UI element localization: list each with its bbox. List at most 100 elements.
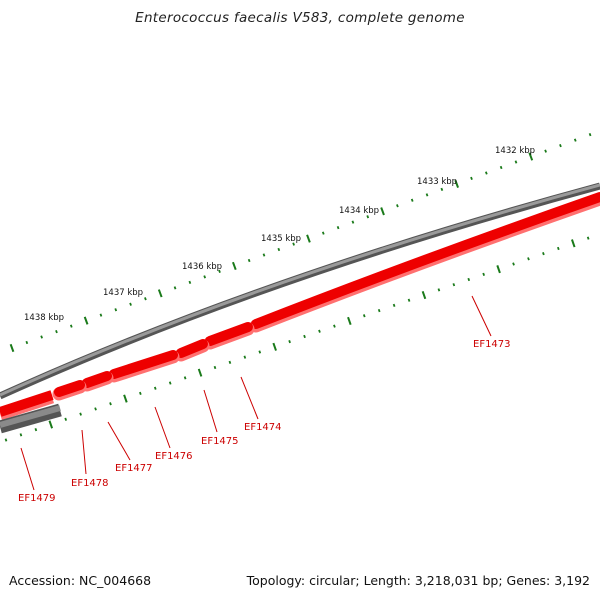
outer-major-tick	[157, 289, 163, 298]
inner-minor-tick	[243, 355, 247, 359]
outer-minor-tick	[203, 275, 207, 279]
inner-minor-tick	[94, 407, 97, 411]
gene-leader-lines	[20, 295, 492, 491]
inner-minor-tick	[512, 262, 515, 266]
outer-tick-track	[9, 133, 592, 353]
scale-label-1432: 1432 kbp	[495, 146, 535, 156]
inner-major-tick	[272, 342, 277, 351]
outer-minor-tick	[514, 160, 518, 164]
outer-minor-tick	[588, 133, 592, 137]
outer-minor-tick	[114, 308, 118, 312]
outer-minor-tick	[55, 329, 58, 334]
inner-minor-tick	[482, 272, 485, 276]
inner-minor-tick	[303, 334, 306, 339]
inner-major-tick	[421, 290, 427, 300]
outer-minor-tick	[173, 286, 177, 290]
inner-major-tick	[123, 394, 128, 403]
inner-minor-tick	[79, 412, 82, 416]
outer-minor-tick	[247, 258, 251, 263]
inner-minor-tick	[34, 428, 38, 432]
outer-minor-tick	[425, 193, 429, 197]
outer-minor-tick	[40, 335, 43, 339]
genome-backbone	[0, 182, 600, 400]
inner-minor-tick	[542, 252, 545, 256]
inner-tick-track	[4, 236, 590, 442]
outer-minor-tick	[544, 149, 547, 153]
outer-major-tick	[380, 207, 385, 216]
inner-minor-tick	[407, 298, 411, 302]
gene-label-ef1478: EF1478	[71, 478, 109, 489]
inner-minor-tick	[377, 308, 381, 313]
gene-label-ef1476: EF1476	[155, 451, 193, 462]
inner-minor-tick	[288, 340, 291, 344]
outer-major-tick	[306, 234, 311, 243]
inner-minor-tick	[213, 365, 217, 370]
inner-minor-tick	[318, 329, 321, 333]
outer-minor-tick	[129, 302, 132, 306]
scale-label-1435: 1435 kbp	[261, 234, 301, 244]
inner-minor-tick	[139, 391, 142, 396]
outer-minor-tick	[559, 143, 562, 148]
genome-summary: Topology: circular; Length: 3,218,031 bp…	[246, 573, 590, 588]
inner-minor-tick	[258, 350, 262, 354]
inner-minor-tick	[527, 257, 530, 261]
outer-minor-tick	[440, 187, 444, 191]
outer-minor-tick	[336, 226, 340, 230]
inner-minor-tick	[153, 386, 157, 390]
outer-major-tick	[454, 179, 460, 188]
outer-minor-tick	[351, 220, 355, 224]
gene-label-ef1479: EF1479	[18, 493, 56, 504]
inner-minor-tick	[557, 246, 560, 251]
outer-major-tick	[9, 343, 15, 353]
gene-label-ef1473: EF1473	[473, 339, 511, 350]
scale-label-1438: 1438 kbp	[24, 313, 64, 323]
inner-minor-tick	[586, 236, 590, 240]
inner-major-tick	[48, 420, 54, 429]
inner-minor-tick	[64, 417, 68, 421]
outer-minor-tick	[69, 324, 73, 328]
inner-major-tick	[347, 316, 352, 326]
inner-minor-tick	[467, 277, 471, 282]
outer-minor-tick	[470, 176, 473, 181]
outer-minor-tick	[262, 253, 266, 257]
inner-major-tick	[197, 368, 203, 377]
outer-minor-tick	[218, 269, 221, 274]
scale-label-1434: 1434 kbp	[339, 206, 379, 216]
outer-minor-tick	[366, 215, 370, 219]
inner-minor-tick	[228, 360, 232, 364]
outer-minor-tick	[277, 247, 281, 252]
gene-label-ef1477: EF1477	[115, 463, 153, 474]
outer-minor-tick	[292, 242, 295, 246]
outer-minor-tick	[188, 280, 192, 284]
outer-minor-tick	[99, 313, 103, 317]
outer-minor-tick	[499, 165, 503, 170]
outer-minor-tick	[485, 171, 488, 175]
inner-minor-tick	[362, 314, 366, 318]
outer-major-tick	[232, 261, 237, 271]
outer-minor-tick	[396, 204, 399, 208]
inner-minor-tick	[452, 283, 456, 287]
outer-minor-tick	[144, 297, 147, 301]
inner-minor-tick	[109, 402, 112, 406]
scale-label-1433: 1433 kbp	[417, 177, 457, 187]
scale-label-1436: 1436 kbp	[182, 262, 222, 272]
inner-minor-tick	[168, 381, 172, 385]
inner-minor-tick	[333, 324, 336, 328]
inner-minor-tick	[437, 288, 441, 292]
map-title: Enterococcus faecalis V583, complete gen…	[135, 10, 465, 26]
scale-label-1437: 1437 kbp	[103, 288, 143, 298]
outer-minor-tick	[573, 138, 577, 142]
inner-minor-tick	[19, 433, 23, 437]
inner-minor-tick	[392, 303, 396, 308]
outer-minor-tick	[410, 198, 414, 202]
gene-label-ef1474: EF1474	[244, 422, 282, 433]
outer-minor-tick	[25, 340, 29, 345]
inner-major-tick	[571, 239, 576, 248]
gene-label-ef1475: EF1475	[201, 436, 239, 447]
inner-major-tick	[496, 265, 501, 274]
inner-minor-tick	[183, 376, 187, 380]
inner-minor-tick	[4, 438, 8, 442]
outer-major-tick	[83, 316, 89, 325]
accession-label: Accession: NC_004668	[9, 573, 152, 588]
